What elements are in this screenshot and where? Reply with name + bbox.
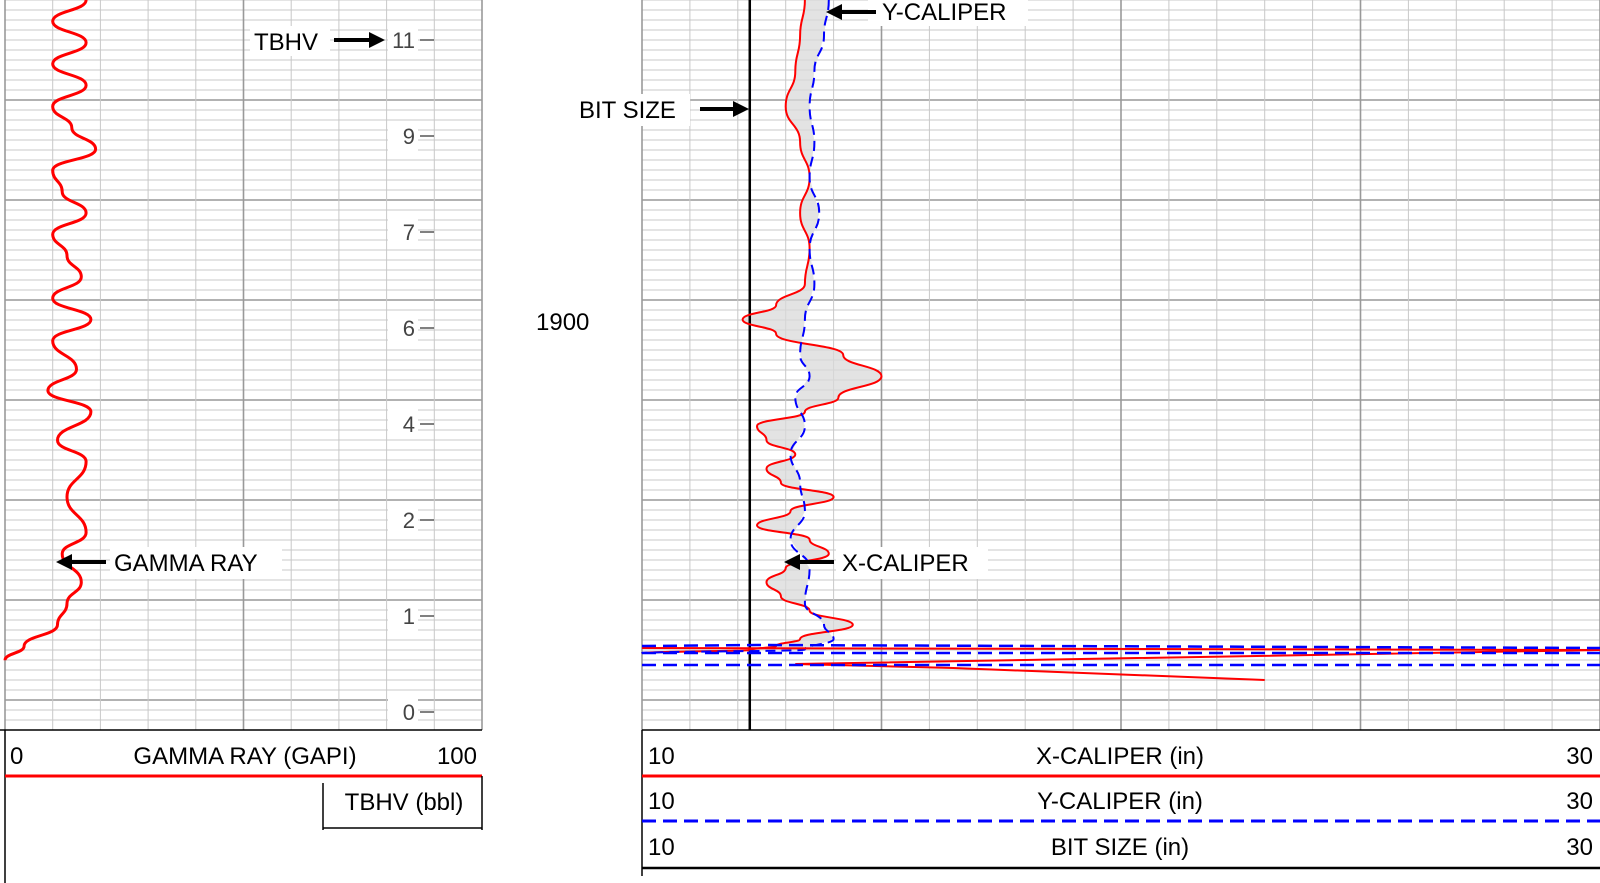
annotation-y-caliper: Y-CALIPER <box>826 0 1028 26</box>
annotation-tbhv: TBHV <box>250 26 385 56</box>
bit-size-axis-title: BIT SIZE (in) <box>1051 834 1189 861</box>
gamma-ray-max-label: 100 <box>437 743 477 770</box>
tbhv-tick-label-bg <box>388 217 418 247</box>
tbhv-tick-label: 6 <box>403 316 415 341</box>
tbhv-tick-label-bg <box>388 409 418 439</box>
annotation-y-caliper-label: Y-CALIPER <box>882 0 1007 26</box>
tbhv-tick-label: 2 <box>403 508 415 533</box>
arrow-left-icon <box>826 4 842 20</box>
tbhv-tick-label: 9 <box>403 124 415 149</box>
arrow-left-icon <box>784 554 800 570</box>
y-caliper-max-label: 30 <box>1566 788 1593 815</box>
x-caliper-max-label: 30 <box>1566 743 1593 770</box>
x-caliper-min-label: 10 <box>648 743 675 770</box>
tbhv-tick-label: 4 <box>403 412 415 437</box>
tbhv-tick-label-bg <box>388 121 418 151</box>
gamma-ray-axis-title: GAMMA RAY (GAPI) <box>133 743 356 770</box>
annotation-bit-size-label: BIT SIZE <box>579 97 676 124</box>
tbhv-tick-label-bg <box>388 697 418 727</box>
tbhv-tick-label-bg <box>388 313 418 343</box>
x-caliper-axis-title: X-CALIPER (in) <box>1036 743 1204 770</box>
arrow-left-icon <box>56 554 72 570</box>
annotation-bit-size: BIT SIZE <box>574 94 749 126</box>
bit-size-min-label: 10 <box>648 834 675 861</box>
tbhv-tick-label-bg <box>388 25 418 55</box>
depth-label: 1900 <box>536 309 589 336</box>
tbhv-tick-label: 1 <box>403 604 415 629</box>
annotation-tbhv-label: TBHV <box>254 29 318 56</box>
annotation-x-caliper-label: X-CALIPER <box>842 550 969 577</box>
tbhv-tick-label: 0 <box>403 700 415 725</box>
tbhv-tick-label: 7 <box>403 220 415 245</box>
tbhv-tick-label: 11 <box>392 28 415 53</box>
y-caliper-line <box>641 0 835 655</box>
bit-size-max-label: 30 <box>1566 834 1593 861</box>
tbhv-tick-label-bg <box>388 505 418 535</box>
y-caliper-axis-title: Y-CALIPER (in) <box>1037 788 1203 815</box>
y-caliper-min-label: 10 <box>648 788 675 815</box>
y-caliper-washout-line <box>641 643 1600 650</box>
arrow-right-icon <box>369 32 385 48</box>
tbhv-axis-title: TBHV (bbl) <box>345 789 464 816</box>
gamma-ray-line <box>3 0 98 661</box>
tbhv-scale: 0 1 2 4 6 7 9 11 <box>388 25 434 727</box>
gamma-ray-min-label: 0 <box>10 743 23 770</box>
tbhv-tick-label-bg <box>388 601 418 631</box>
arrow-right-icon <box>733 101 749 117</box>
x-caliper-line <box>641 0 883 655</box>
depth-label-bg <box>520 305 590 339</box>
annotation-gamma-ray: GAMMA RAY <box>56 547 282 579</box>
legend-left: 0 GAMMA RAY (GAPI) 100 TBHV (bbl) <box>0 729 483 883</box>
annotation-gamma-ray-label: GAMMA RAY <box>114 550 258 577</box>
legend-right: 10 X-CALIPER (in) 30 10 Y-CALIPER (in) 3… <box>641 729 1600 876</box>
annotation-x-caliper: X-CALIPER <box>784 547 988 579</box>
